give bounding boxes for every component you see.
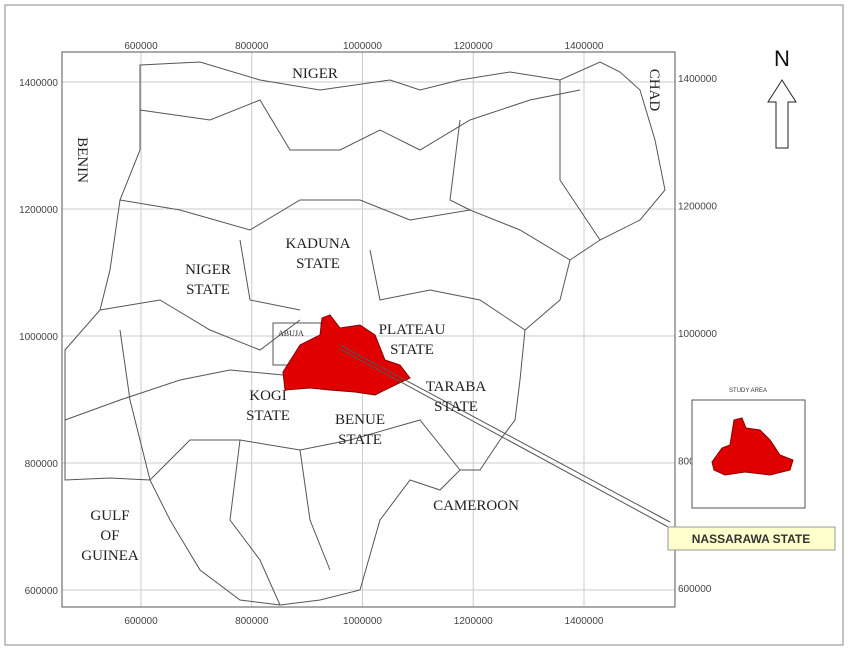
water-label: GULF: [90, 508, 129, 524]
grid: [62, 52, 675, 607]
country-label: CAMEROON: [433, 498, 519, 514]
left-tick-label: 800000: [25, 459, 59, 470]
capital-label: ABUJA: [278, 329, 304, 338]
inset-title: STUDY AREA: [729, 388, 767, 394]
state-boundary: [229, 439, 281, 606]
right-tick-label: 1000000: [678, 329, 717, 340]
state-label: TARABA: [426, 379, 487, 395]
callout-line: [339, 348, 671, 529]
callout-line: [339, 344, 671, 523]
bottom-tick-label: 1000000: [343, 616, 382, 627]
map-frame: [61, 51, 676, 608]
bottom-tick-label: 1200000: [454, 616, 493, 627]
state-label: KOGI: [249, 388, 287, 404]
state-boundary: [559, 80, 601, 241]
north-arrow: [767, 79, 797, 149]
water-label: GUINEA: [81, 548, 139, 564]
inset-state: [711, 417, 794, 476]
country-label: NIGER: [292, 66, 338, 82]
left-tick-label: 1400000: [19, 78, 58, 89]
right-tick-label: 600000: [678, 584, 712, 595]
top-tick-label: 800000: [235, 41, 269, 52]
country-label: CHAD: [646, 69, 662, 112]
left-tick-label: 1200000: [19, 205, 58, 216]
state-label: STATE: [390, 342, 434, 358]
country-outline: [64, 61, 666, 606]
left-tick-label: 1000000: [19, 332, 58, 343]
state-label: BENUE: [335, 412, 385, 428]
state-boundary: [239, 239, 301, 311]
state-label: STATE: [296, 256, 340, 272]
state-label: PLATEAU: [379, 322, 446, 338]
top-tick-label: 1200000: [454, 41, 493, 52]
nassarawa-state: [282, 314, 411, 396]
country-label: BENIN: [74, 137, 90, 183]
state-boundary: [64, 369, 284, 421]
state-boundary: [119, 199, 571, 261]
state-label: STATE: [186, 282, 230, 298]
labels: 600000 800000 1000000 1200000 1400000 600000 8…: [19, 41, 717, 627]
callout-label: NASSARAWA STATE: [692, 532, 810, 546]
right-tick-label: 1200000: [678, 202, 717, 213]
bottom-tick-label: 1400000: [565, 616, 604, 627]
water-label: OF: [100, 528, 119, 544]
north-label: N: [774, 46, 790, 71]
right-tick-label: 1400000: [678, 74, 717, 85]
state-boundary: [119, 329, 151, 481]
state-boundary: [449, 119, 471, 211]
top-tick-label: 1000000: [343, 41, 382, 52]
state-label: STATE: [246, 408, 290, 424]
state-boundary: [369, 249, 526, 331]
callout-box: [667, 526, 836, 551]
state-boundary: [299, 449, 331, 571]
state-label: NIGER: [185, 262, 231, 278]
state-label: KADUNA: [286, 236, 351, 252]
state-label: STATE: [338, 432, 382, 448]
state-label: STATE: [434, 399, 478, 415]
left-tick-label: 600000: [25, 586, 59, 597]
top-tick-label: 1400000: [565, 41, 604, 52]
bottom-tick-label: 600000: [124, 616, 158, 627]
top-tick-label: 600000: [124, 41, 158, 52]
state-boundary: [139, 89, 581, 151]
bottom-tick-label: 800000: [235, 616, 269, 627]
